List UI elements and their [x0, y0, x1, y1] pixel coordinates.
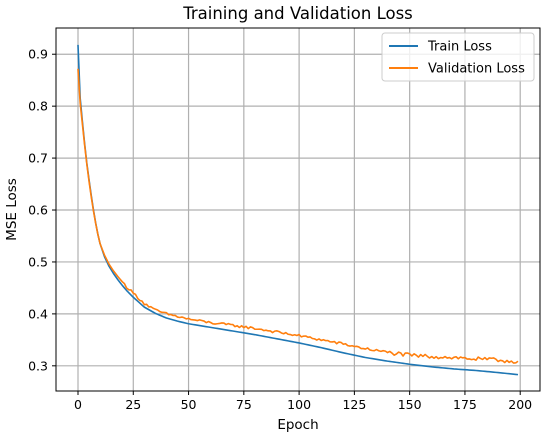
axis-ticks: 0 25 50 75 100 125 150 175 200 0.3 0.4 0.5 0.6 0.7 0.8…: [28, 47, 532, 412]
x-tick-label: 0: [74, 397, 82, 412]
plot-frame: [55, 27, 541, 392]
series-line-train-loss: [77, 44, 519, 376]
legend-box: [381, 32, 535, 82]
legend-label-train-loss: Train Loss: [427, 40, 492, 55]
y-axis-title: MSE Loss: [4, 178, 20, 241]
x-axis-title: Epoch: [277, 417, 318, 433]
y-tick-label: 0.5: [28, 254, 48, 269]
x-tick-label: 175: [453, 397, 477, 412]
y-tick-label: 0.7: [28, 151, 48, 166]
y-tick-label: 0.9: [28, 47, 48, 62]
x-tick-label: 150: [398, 397, 422, 412]
x-tick-label: 50: [181, 397, 197, 412]
y-tick-label: 0.4: [28, 306, 48, 321]
legend-label-validation-loss: Validation Loss: [428, 62, 525, 77]
chart-title: Training and Validation Loss: [182, 4, 413, 23]
series-line-validation-loss: [77, 68, 519, 364]
y-tick-label: 0.8: [28, 99, 48, 114]
y-tick-label: 0.3: [28, 358, 48, 373]
series-lines: [77, 44, 519, 376]
x-tick-label: 200: [508, 397, 532, 412]
x-tick-label: 75: [236, 397, 252, 412]
y-tick-label: 0.6: [28, 203, 48, 218]
grid: [56, 28, 540, 391]
x-tick-label: 125: [342, 397, 366, 412]
x-tick-label: 25: [125, 397, 141, 412]
x-tick-label: 100: [287, 397, 311, 412]
legend: Train Loss Validation Loss: [381, 32, 535, 82]
